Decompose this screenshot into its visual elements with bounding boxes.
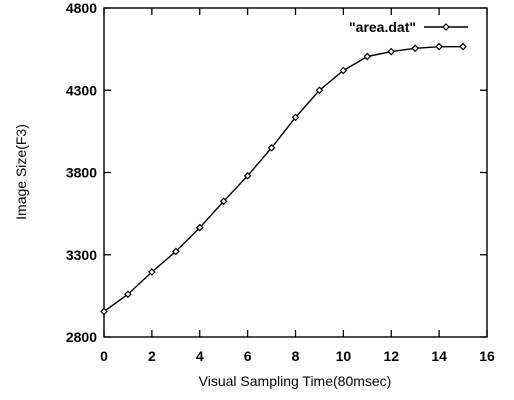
y-tick-label: 2800 [66, 329, 97, 345]
x-tick-label: 2 [148, 348, 156, 364]
x-tick-label: 4 [196, 348, 204, 364]
data-point [435, 42, 443, 51]
data-point [195, 223, 204, 232]
data-point [243, 171, 252, 180]
x-tick-label: 0 [100, 348, 108, 364]
series-line [103, 45, 464, 313]
series-layer [100, 42, 467, 316]
x-tick-label: 6 [244, 348, 252, 364]
data-point [148, 268, 156, 276]
y-axis-title: Image Size(F3) [13, 124, 29, 220]
data-point [459, 42, 467, 51]
data-point [411, 44, 420, 53]
y-tick-label: 4800 [66, 0, 97, 16]
plot-frame [103, 7, 488, 338]
data-point [219, 197, 228, 206]
x-tick-label: 14 [431, 348, 447, 364]
data-point [100, 307, 108, 316]
x-tick-label: 10 [336, 348, 352, 364]
ticks-layer: 0 2 4 6 8 10 12 14 16 2800 3300 3800 4300 4800 [66, 0, 495, 364]
legend: "area.dat" [349, 19, 468, 35]
data-point [315, 86, 324, 95]
data-point [267, 143, 276, 152]
data-point [363, 52, 372, 61]
x-tick-label: 12 [383, 348, 399, 364]
x-tick-label: 16 [479, 348, 495, 364]
y-tick-label: 3300 [66, 247, 97, 263]
x-axis-title: Visual Sampling Time(80msec) [199, 373, 392, 389]
y-tick-label: 4300 [66, 82, 97, 98]
legend-marker [442, 23, 450, 31]
legend-label: "area.dat" [349, 19, 416, 35]
data-point [171, 247, 180, 256]
x-tick-label: 8 [292, 348, 300, 364]
data-point [339, 66, 348, 75]
data-point [124, 290, 132, 299]
data-point [291, 113, 300, 122]
data-point [387, 47, 396, 56]
y-tick-label: 3800 [66, 165, 97, 181]
